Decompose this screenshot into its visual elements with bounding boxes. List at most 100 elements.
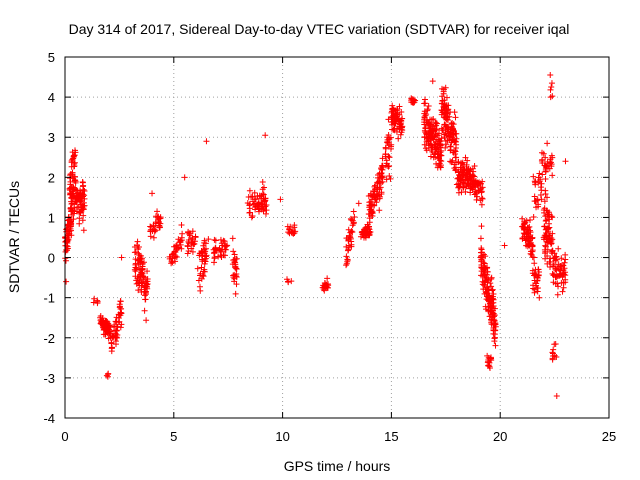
data-point — [196, 283, 203, 290]
data-point — [422, 112, 429, 119]
data-point — [68, 163, 75, 170]
data-point — [245, 194, 252, 201]
data-point — [362, 226, 369, 233]
data-point — [531, 178, 538, 185]
data-point — [453, 141, 460, 148]
data-point — [430, 127, 437, 134]
data-point — [136, 252, 143, 259]
data-point — [562, 256, 569, 263]
data-point — [69, 156, 76, 163]
data-point — [246, 205, 253, 212]
data-point — [553, 392, 560, 399]
data-point — [77, 209, 84, 216]
data-point — [487, 316, 494, 323]
data-point — [134, 257, 141, 264]
data-point — [543, 163, 550, 170]
data-point — [537, 184, 544, 191]
data-point — [548, 80, 555, 87]
data-point — [173, 253, 180, 260]
data-point — [350, 219, 357, 226]
data-point — [550, 279, 557, 286]
data-point — [249, 213, 256, 220]
data-point — [67, 171, 74, 178]
data-point — [529, 248, 536, 255]
data-point — [449, 157, 456, 164]
data-point — [433, 126, 440, 133]
data-point — [70, 155, 77, 162]
data-point — [211, 249, 218, 256]
data-point — [539, 149, 545, 156]
data-point — [438, 125, 445, 132]
data-point — [521, 234, 528, 241]
data-point — [260, 206, 267, 213]
data-point — [248, 214, 255, 221]
data-point — [561, 259, 568, 266]
data-point — [252, 196, 259, 203]
data-point — [543, 236, 550, 243]
data-point — [543, 194, 550, 201]
data-point — [70, 152, 77, 159]
data-point — [540, 206, 547, 213]
data-point — [549, 349, 556, 356]
data-point — [441, 103, 448, 110]
data-point — [143, 281, 150, 288]
data-point — [477, 253, 484, 260]
data-point — [535, 266, 542, 273]
data-point — [230, 274, 237, 281]
data-point — [112, 327, 119, 334]
data-point — [442, 130, 449, 137]
data-point — [450, 131, 457, 138]
data-point — [70, 173, 77, 180]
data-point — [440, 90, 447, 97]
data-point — [549, 172, 556, 179]
data-point — [531, 193, 538, 200]
data-point — [112, 341, 119, 348]
data-point — [376, 207, 383, 214]
data-point — [486, 363, 493, 370]
data-point — [398, 124, 405, 131]
data-point — [388, 143, 395, 150]
data-point — [201, 237, 208, 244]
data-point — [382, 144, 389, 151]
data-point — [288, 278, 295, 285]
data-point — [197, 272, 204, 279]
data-point — [554, 291, 561, 298]
data-point — [376, 191, 383, 198]
data-point — [360, 234, 367, 241]
data-point — [64, 221, 71, 228]
data-point — [144, 268, 151, 275]
data-point — [170, 251, 177, 258]
data-point — [147, 228, 154, 235]
data-point — [116, 318, 123, 325]
data-point — [79, 217, 86, 224]
data-point — [469, 176, 476, 183]
data-point — [345, 226, 352, 233]
data-point — [263, 207, 270, 214]
x-axis-label: GPS time / hours — [284, 458, 391, 474]
data-point — [232, 290, 239, 297]
data-point — [488, 283, 495, 290]
data-point — [429, 78, 436, 85]
data-point — [489, 307, 496, 314]
y-tick-label: 0 — [48, 251, 55, 266]
data-point — [543, 207, 550, 214]
data-point — [483, 306, 490, 313]
data-point — [62, 257, 69, 264]
data-point — [394, 111, 401, 118]
data-point — [479, 178, 486, 185]
data-point — [471, 162, 478, 169]
data-point — [394, 105, 401, 112]
data-point — [116, 303, 123, 310]
data-point — [552, 253, 559, 260]
data-point — [343, 262, 350, 269]
data-point — [529, 270, 536, 277]
data-point — [386, 154, 393, 161]
data-point — [535, 272, 542, 279]
data-point — [490, 291, 497, 298]
data-point — [138, 279, 145, 286]
x-tick-label: 15 — [384, 429, 398, 444]
data-point — [262, 132, 269, 139]
data-point — [110, 334, 117, 341]
data-point — [542, 187, 549, 194]
